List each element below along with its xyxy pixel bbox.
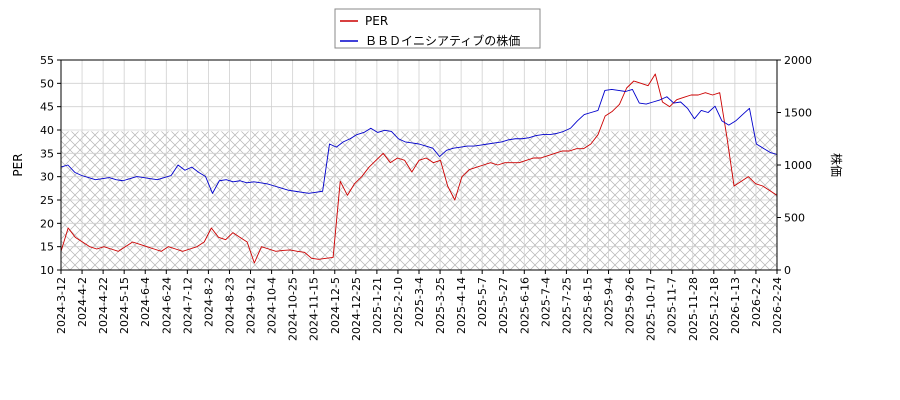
x-tick-label: 2025-9-4 <box>603 277 616 327</box>
legend-label-per: PER <box>365 14 388 28</box>
x-tick-label: 2025-3-25 <box>434 277 447 334</box>
x-tick-label: 2025-10-17 <box>645 277 658 341</box>
x-tick-label: 2025-12-18 <box>708 277 721 341</box>
y-right-tick-label: 1500 <box>784 107 812 120</box>
x-tick-label: 2025-9-26 <box>624 277 637 334</box>
x-tick-label: 2024-6-4 <box>139 277 152 327</box>
y-left-tick-label: 40 <box>40 124 54 137</box>
legend-box <box>334 8 541 49</box>
x-tick-label: 2024-4-2 <box>76 277 89 327</box>
y-left-tick-label: 15 <box>40 241 54 254</box>
y-left-axis-title: PER <box>11 153 25 176</box>
x-tick-label: 2024-7-12 <box>181 277 194 334</box>
legend-label-stock-price: ＢＢＤイニシアティブの株価 <box>365 33 520 48</box>
y-left-tick-label: 50 <box>40 77 54 90</box>
x-tick-label: 2024-11-15 <box>308 277 321 341</box>
x-tick-label: 2025-2-10 <box>392 277 405 334</box>
y-left-tick-label: 45 <box>40 101 54 114</box>
x-tick-label: 2024-10-4 <box>266 277 279 334</box>
x-tick-label: 2025-5-27 <box>497 277 510 334</box>
x-tick-label: 2025-5-7 <box>476 277 489 327</box>
y-left-tick-label: 35 <box>40 147 54 160</box>
y-right-axis-title: 株価 <box>829 153 844 177</box>
x-tick-label: 2025-3-4 <box>413 277 426 327</box>
series-per-line <box>60 73 778 264</box>
x-tick-label: 2024-12-25 <box>350 277 363 341</box>
x-tick-label: 2024-12-5 <box>329 277 342 334</box>
series-stock-price-line <box>60 88 778 194</box>
x-tick-label: 2024-10-25 <box>287 277 300 341</box>
x-tick-label: 2024-6-24 <box>160 277 173 334</box>
x-tick-label: 2024-8-2 <box>202 277 215 327</box>
y-right-tick-label: 500 <box>784 212 805 225</box>
y-left-tick-label: 55 <box>40 54 54 67</box>
y-right-tick-label: 2000 <box>784 54 812 67</box>
x-tick-label: 2026-2-2 <box>750 277 763 327</box>
x-tick-label: 2025-4-14 <box>455 277 468 334</box>
x-tick-label: 2025-7-4 <box>539 277 552 327</box>
y-left-tick-label: 25 <box>40 194 54 207</box>
x-tick-label: 2025-7-25 <box>560 277 573 334</box>
x-tick-label: 2026-2-24 <box>771 277 784 334</box>
x-tick-label: 2025-6-16 <box>518 277 531 334</box>
x-tick-label: 2024-3-12 <box>55 277 68 334</box>
y-right-tick-label: 1000 <box>784 159 812 172</box>
x-tick-label: 2024-5-15 <box>118 277 131 334</box>
x-tick-label: 2025-1-21 <box>371 277 384 334</box>
x-tick-label: 2024-4-22 <box>97 277 110 334</box>
x-tick-label: 2024-8-23 <box>223 277 236 334</box>
y-left-tick-label: 20 <box>40 217 54 230</box>
x-tick-label: 2024-9-12 <box>245 277 258 334</box>
y-left-tick-label: 30 <box>40 171 54 184</box>
x-tick-label: 2025-11-7 <box>666 277 679 334</box>
y-left-tick-label: 10 <box>40 264 54 277</box>
x-tick-label: 2026-1-13 <box>729 277 742 334</box>
x-tick-label: 2025-8-15 <box>581 277 594 334</box>
y-right-tick-label: 0 <box>784 264 791 277</box>
x-tick-label: 2025-11-28 <box>687 277 700 341</box>
